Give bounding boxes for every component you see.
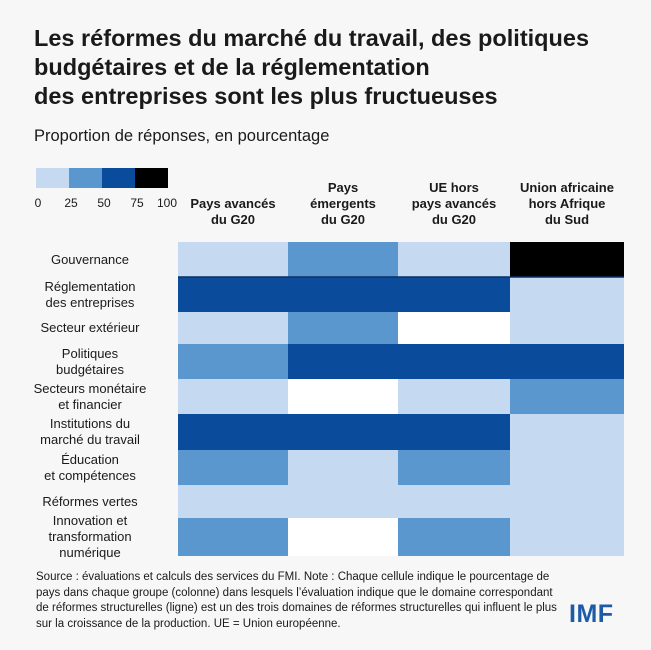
heatmap-cell-r7-c0: [178, 485, 288, 518]
heatmap-cell-r2-c0: [178, 312, 288, 344]
heatmap-cell-r0-c2: [398, 242, 510, 277]
legend-tick-50: 50: [97, 196, 111, 210]
heatmap-cell-r1-c3: [510, 277, 624, 312]
title-line-2: budgétaires et de la réglementation: [34, 54, 430, 80]
row-label-education: Éducation et compétences: [44, 451, 136, 483]
heatmap-cell-r1-c2: [398, 277, 510, 312]
chart-title: Les réformes du marché du travail, des p…: [34, 24, 634, 111]
heatmap-cell-r8-c1: [288, 518, 398, 556]
row-label-reformes-vertes: Réformes vertes: [42, 493, 138, 509]
row-label-reglementation: Réglementation des entreprises: [44, 278, 136, 310]
heatmap-cell-r2-c3: [510, 312, 624, 344]
heatmap-cell-r4-c0: [178, 379, 288, 414]
heatmap-cell-r0-c0: [178, 242, 288, 277]
row-label-politiques-budgetaires: Politiques budgétaires: [56, 345, 124, 377]
heatmap-cell-r3-c0: [178, 344, 288, 379]
legend-swatch-50-75: [102, 168, 135, 188]
column-header-african-union: Union africaine hors Afrique du Sud: [520, 180, 614, 227]
heatmap-cell-r8-c3: [510, 518, 624, 556]
legend-swatch-75-100: [135, 168, 168, 188]
heatmap-cell-r7-c2: [398, 485, 510, 518]
heatmap-cell-r5-c2: [398, 414, 510, 450]
heatmap-cell-r5-c3: [510, 414, 624, 450]
legend-tick-75: 75: [130, 196, 144, 210]
heatmap-cell-r5-c1: [288, 414, 398, 450]
row-label-secteur-exterieur: Secteur extérieur: [40, 320, 140, 335]
heatmap-cell-r7-c1: [288, 485, 398, 518]
row-label-marche-travail: Institutions du marché du travail: [40, 416, 140, 447]
title-line-1: Les réformes du marché du travail, des p…: [34, 25, 590, 51]
heatmap-cell-r0-c1: [288, 242, 398, 277]
column-header-g20-advanced: Pays avancés du G20: [190, 196, 276, 227]
heatmap-cell-r3-c1: [288, 344, 398, 379]
legend-tick-25: 25: [64, 196, 78, 210]
heatmap-cell-r2-c1: [288, 312, 398, 344]
heatmap-cell-r6-c2: [398, 450, 510, 485]
heatmap-cell-r8-c2: [398, 518, 510, 556]
heatmap-cell-r3-c2: [398, 344, 510, 379]
heatmap-cell-r4-c1: [288, 379, 398, 414]
heatmap-cell-r3-c3: [510, 344, 624, 379]
chart-subtitle: Proportion de réponses, en pourcentage: [34, 127, 330, 145]
title-line-3: des entreprises sont les plus fructueuse…: [34, 83, 498, 109]
heatmap-cell-r2-c2: [398, 312, 510, 344]
row-label-secteurs-monetaire: Secteurs monétaire et financier: [33, 380, 147, 412]
legend-swatch-0-25: [36, 168, 69, 188]
heatmap-cell-r1-c1: [288, 277, 398, 312]
legend-tick-100: 100: [156, 196, 178, 210]
heatmap-cell-r4-c3: [510, 379, 624, 414]
heatmap-cell-r0-c3: [510, 242, 624, 277]
heatmap-cell-r5-c0: [178, 414, 288, 450]
heatmap-cell-r1-c0: [178, 277, 288, 312]
heatmap-cell-r6-c3: [510, 450, 624, 485]
legend-tick-0: 0: [34, 196, 42, 210]
heatmap-cell-r4-c2: [398, 379, 510, 414]
heatmap-cell-r6-c0: [178, 450, 288, 485]
column-header-g20-emerging: Pays émergents du G20: [310, 180, 376, 227]
heatmap-cell-r6-c1: [288, 450, 398, 485]
source-note: Source : évaluations et calculs des serv…: [36, 571, 557, 630]
imf-logo: IMF: [569, 600, 614, 628]
heatmap-cell-r8-c0: [178, 518, 288, 556]
row-label-gouvernance: Gouvernance: [50, 251, 130, 267]
heatmap-cell-r7-c3: [510, 485, 624, 518]
column-header-eu: UE hors pays avancés du G20: [411, 180, 497, 227]
legend-swatch-25-50: [69, 168, 102, 188]
